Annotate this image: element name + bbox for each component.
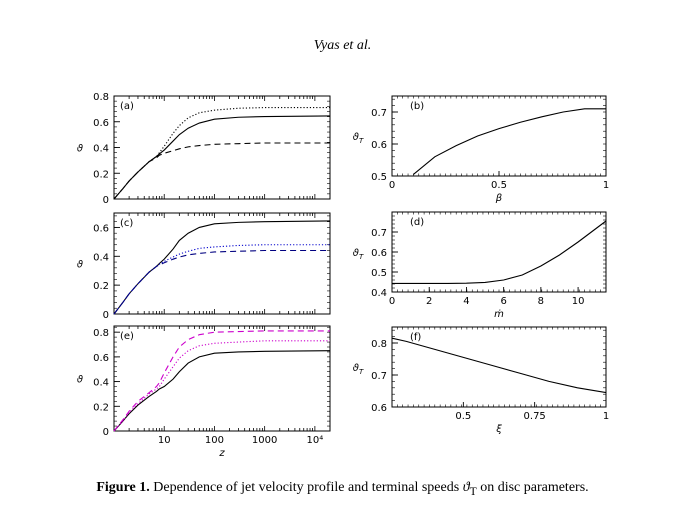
panel-label-a: (a) — [120, 101, 134, 112]
series-line-c-dashed — [113, 249, 330, 315]
series-line-e-dotted — [113, 340, 330, 432]
y-tick-label-e: 0.2 — [93, 402, 109, 413]
y-tick-label-d: 0.5 — [371, 268, 387, 279]
running-header: Vyas et al. — [0, 38, 685, 54]
x-tick-label-e: 10 — [158, 435, 171, 446]
y-tick-label-e: 0.8 — [93, 328, 109, 339]
series-line-a-dashed — [113, 142, 330, 200]
x-tick-label-d: 10 — [572, 296, 585, 307]
x-axis-label-f: ξ — [495, 424, 502, 435]
x-axis-label-e: z — [218, 448, 225, 459]
x-tick-label-b: 0 — [389, 180, 395, 191]
author-text: Vyas et al. — [313, 38, 372, 53]
y-axis-label-f: ϑT — [353, 363, 364, 376]
y-tick-label-a: 0.8 — [93, 92, 109, 103]
caption-label: Figure 1. — [96, 480, 150, 495]
panel-b: 0 0.5 1β0.50.60.7ϑT(b) — [353, 95, 609, 204]
y-axis-label-a: ϑ — [77, 144, 83, 155]
x-tick-label-b: 1 — [603, 180, 609, 191]
figure-caption: Figure 1. Dependence of jet velocity pro… — [0, 480, 685, 498]
panel-e: 10 100 1000 10⁴ z 0 0.2 0.4 0.6 0.8 ϑ (e) — [77, 325, 331, 459]
series-line-f-terminal speed — [391, 337, 607, 394]
x-tick-label-f: 1 — [603, 411, 609, 422]
plot-frame-e — [113, 325, 331, 432]
plot-frame-a — [113, 95, 331, 200]
panel-label-d: (d) — [410, 217, 424, 228]
y-axis-label-sub-b: T — [359, 137, 364, 145]
panel-label-e: (e) — [120, 331, 134, 342]
series-line-c-solid — [113, 220, 331, 315]
x-tick-label-d: 0 — [389, 296, 395, 307]
y-axis-label-c: ϑ — [77, 260, 83, 271]
y-tick-label-c: 0 — [103, 310, 109, 321]
plot-frame-c — [113, 212, 331, 315]
panel-label-f: (f) — [410, 332, 421, 343]
y-tick-label-a: 0.4 — [93, 144, 109, 155]
panel-label-b: (b) — [410, 101, 424, 112]
y-tick-label-f: 0.7 — [371, 371, 387, 382]
y-axis-label-sub-d: T — [359, 253, 364, 261]
caption-symbol: ϑ — [462, 480, 470, 495]
y-axis-label-e: ϑ — [77, 375, 83, 386]
y-tick-label-c: 0.6 — [93, 223, 109, 234]
panel-label-c: (c) — [120, 218, 133, 229]
x-axis-label-b: β — [495, 193, 503, 204]
y-tick-label-b: 0.5 — [371, 172, 387, 183]
series-line-a-solid — [113, 115, 331, 200]
y-tick-label-f: 0.6 — [371, 403, 387, 414]
y-axis-label-d: ϑT — [353, 248, 364, 261]
caption-text-before: Dependence of jet velocity profile and t… — [153, 480, 460, 495]
y-tick-label-a: 0.2 — [93, 169, 109, 180]
series-line-b-terminal speed — [413, 108, 606, 175]
x-tick-label-b: 0.5 — [491, 180, 507, 191]
x-tick-label-d: 8 — [538, 296, 544, 307]
panel-d: 0 2 4 6 8 10 ṁ 0.4 0.5 0.6 0.7 ϑT (d) — [353, 211, 607, 320]
x-tick-label-f: 0.5 — [455, 411, 471, 422]
x-tick-label-d: 4 — [463, 296, 469, 307]
y-tick-label-d: 0.6 — [371, 248, 387, 259]
y-tick-label-b: 0.7 — [371, 108, 387, 119]
series-line-c-dotted — [113, 244, 330, 315]
y-tick-label-c: 0.4 — [93, 252, 109, 263]
caption-subscript: T — [469, 484, 477, 498]
x-axis-label-d: ṁ — [494, 309, 504, 320]
y-axis-label-b: ϑT — [353, 132, 364, 145]
y-tick-label-a: 0.6 — [93, 118, 109, 129]
y-tick-label-e: 0 — [103, 427, 109, 438]
panel-a: 0 0.2 0.4 0.6 0.8 ϑ (a) — [77, 92, 331, 206]
y-tick-label-d: 0.4 — [371, 288, 387, 299]
x-tick-label-e: 10⁴ — [307, 435, 324, 446]
panel-c: 0 0.2 0.4 0.6 ϑ (c) — [77, 212, 331, 321]
y-tick-label-d: 0.7 — [371, 228, 387, 239]
y-tick-label-c: 0.2 — [93, 281, 109, 292]
series-line-d-terminal speed — [392, 220, 607, 284]
x-tick-label-e: 1000 — [252, 435, 277, 446]
series-line-e-solid — [113, 350, 331, 432]
y-axis-label-sub-f: T — [359, 368, 364, 376]
x-tick-label-d: 6 — [500, 296, 506, 307]
y-tick-label-b: 0.6 — [371, 140, 387, 151]
series-line-a-dotted — [113, 107, 330, 200]
y-tick-label-a: 0 — [103, 195, 109, 206]
series-line-e-dashed — [113, 330, 330, 432]
x-tick-label-e: 100 — [205, 435, 224, 446]
x-tick-label-d: 2 — [426, 296, 432, 307]
y-tick-label-e: 0.4 — [93, 378, 109, 389]
y-tick-label-f: 0.8 — [371, 339, 387, 350]
x-tick-label-f: 0.75 — [524, 411, 546, 422]
panel-f: 0.5 0.75 1 ξ 0.6 0.7 0.8 ϑT (f) — [353, 326, 609, 435]
y-tick-label-e: 0.6 — [93, 353, 109, 364]
caption-text-after: on disc parameters. — [480, 480, 589, 495]
